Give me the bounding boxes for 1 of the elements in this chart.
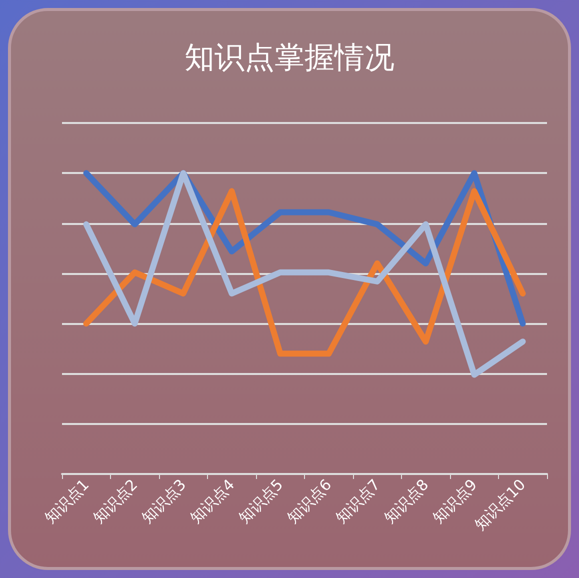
chart-title: 知识点掌握情况 bbox=[184, 40, 394, 76]
